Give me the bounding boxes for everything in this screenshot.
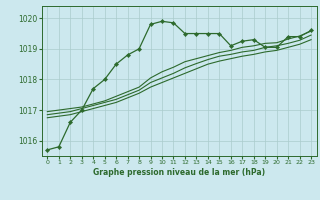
X-axis label: Graphe pression niveau de la mer (hPa): Graphe pression niveau de la mer (hPa) [93, 168, 265, 177]
